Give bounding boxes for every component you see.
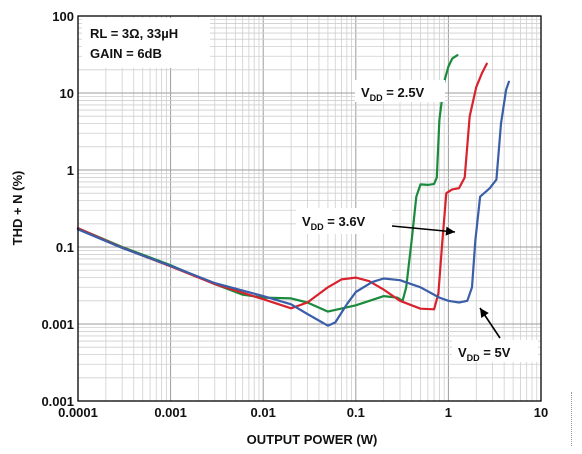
document-side-marker: [571, 392, 580, 446]
series-annotation: VDD = 2.5V: [355, 80, 445, 103]
y-tick-label: 1: [67, 163, 74, 178]
x-tick-label: 10: [534, 405, 548, 420]
annotation-label: VDD = 5V: [458, 345, 511, 363]
x-tick-label: 0.01: [251, 405, 276, 420]
series-line: [76, 80, 510, 327]
x-tick-label: 1: [445, 405, 452, 420]
plot-frame: [77, 15, 542, 402]
y-tick-label: 0.001: [41, 394, 74, 409]
annotation-label: VDD = 3.6V: [302, 214, 366, 232]
annotation-background: [355, 80, 445, 102]
annotation-background: [452, 340, 538, 362]
x-tick-label: 0.0001: [58, 405, 98, 420]
x-axis-title: OUTPUT POWER (W): [247, 432, 378, 447]
series-annotations: VDD = 2.5V VDD = 3.6V VDD = 5V: [296, 80, 538, 363]
x-tick-label: 0.001: [154, 405, 187, 420]
series-annotation: VDD = 3.6V: [296, 208, 456, 236]
annotation-arrow: [391, 225, 456, 233]
conditions-box: RL = 3Ω, 33µH GAIN = 6dB: [82, 18, 210, 68]
y-axis-title: THD + N (%): [10, 171, 25, 246]
series-lines: [76, 54, 510, 327]
series-line: [76, 62, 488, 311]
x-tick-label: 0.1: [347, 405, 365, 420]
annotation-background: [296, 208, 392, 234]
series-annotation: VDD = 5V: [452, 307, 538, 363]
y-tick-label: 0.001: [41, 317, 74, 332]
annotation-label: VDD = 2.5V: [361, 85, 425, 103]
y-tick-label: 10: [60, 86, 74, 101]
annotation-arrowhead: [480, 308, 489, 318]
y-tick-label: 0.1: [56, 240, 74, 255]
conditions-line-2: GAIN = 6dB: [90, 46, 162, 61]
annotation-arrowhead: [445, 226, 455, 236]
y-tick-label: 100: [52, 9, 74, 24]
conditions-line-1: RL = 3Ω, 33µH: [90, 26, 178, 41]
